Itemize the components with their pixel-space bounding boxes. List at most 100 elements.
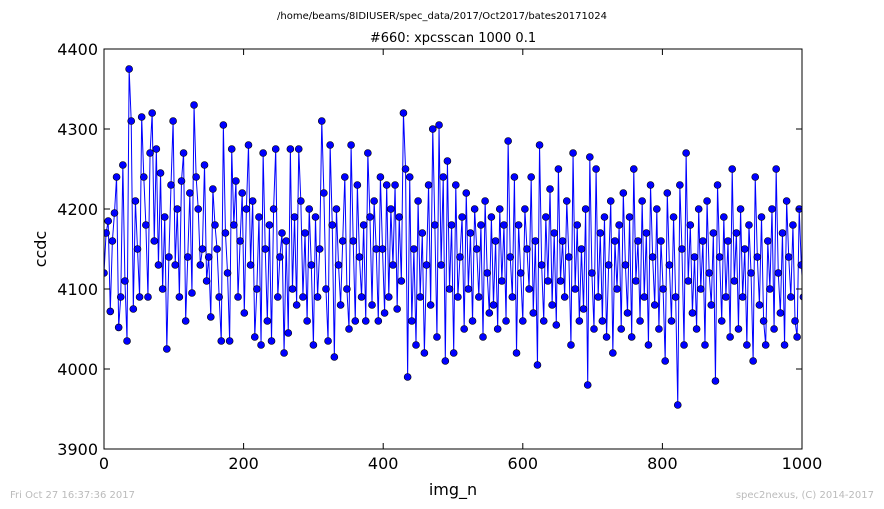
data-point — [642, 229, 651, 237]
data-point — [420, 349, 429, 357]
data-point — [466, 229, 475, 237]
data-point — [808, 270, 815, 277]
data-point — [173, 205, 182, 213]
data-point — [743, 341, 751, 349]
plot-frame — [103, 48, 803, 450]
data-point — [299, 293, 307, 301]
data-point — [389, 261, 397, 269]
x-tick-label: 600 — [508, 454, 539, 473]
data-point — [844, 302, 851, 309]
data-point — [600, 213, 609, 221]
data-point — [537, 261, 546, 269]
data-point — [646, 181, 655, 189]
data-point — [565, 253, 573, 261]
data-point — [382, 181, 391, 189]
data-point — [640, 293, 649, 301]
data-point — [579, 305, 588, 313]
data-point — [330, 353, 339, 361]
data-point — [439, 173, 448, 181]
data-point — [827, 318, 834, 325]
data-point — [734, 325, 743, 333]
data-point — [819, 278, 826, 285]
data-point — [257, 341, 265, 349]
data-point — [581, 205, 590, 213]
data-point — [736, 205, 745, 213]
y-axis-label: ccdc — [31, 231, 50, 268]
data-point — [489, 301, 498, 309]
data-point — [435, 121, 443, 129]
data-point — [303, 317, 311, 325]
data-point — [372, 245, 381, 253]
data-point — [663, 189, 672, 197]
data-point — [343, 285, 351, 293]
data-point — [552, 321, 561, 329]
data-point — [192, 173, 200, 181]
data-point — [682, 149, 690, 157]
data-point — [690, 253, 699, 261]
data-point — [692, 325, 701, 333]
data-point — [414, 197, 422, 205]
data-point — [368, 301, 376, 309]
data-point — [778, 229, 787, 237]
data-point — [121, 277, 129, 285]
data-point — [596, 229, 605, 237]
data-point — [334, 261, 343, 269]
data-point — [812, 214, 819, 221]
data-point — [759, 317, 768, 325]
data-point — [686, 221, 695, 229]
data-point — [171, 261, 179, 269]
data-point — [225, 337, 234, 345]
data-point — [177, 177, 186, 185]
data-point — [451, 181, 460, 189]
data-point — [422, 261, 431, 269]
data-point — [248, 197, 257, 205]
data-point — [671, 293, 680, 301]
data-point — [236, 237, 244, 245]
data-point — [793, 333, 801, 341]
data-point — [728, 165, 737, 173]
data-point — [673, 401, 682, 409]
data-point — [688, 309, 697, 317]
data-point — [717, 317, 726, 325]
data-point — [602, 333, 611, 341]
data-point — [634, 237, 642, 245]
data-point — [290, 213, 299, 221]
data-point — [104, 217, 112, 225]
data-point — [253, 285, 261, 293]
data-point — [219, 121, 228, 129]
data-point — [322, 285, 330, 293]
data-point — [405, 173, 414, 181]
data-point — [395, 213, 404, 221]
data-point — [594, 293, 602, 301]
data-point — [821, 370, 828, 377]
data-point — [852, 254, 859, 261]
data-point — [104, 229, 110, 237]
data-point — [280, 349, 288, 357]
data-point — [221, 229, 230, 237]
data-point — [345, 325, 353, 333]
data-point — [512, 349, 521, 357]
data-point — [854, 294, 861, 301]
data-point — [644, 341, 653, 349]
data-point — [116, 293, 125, 301]
data-point — [292, 301, 301, 309]
data-point — [810, 302, 817, 309]
data-point — [831, 294, 838, 301]
data-point — [846, 150, 853, 157]
data-point — [294, 145, 303, 153]
data-point — [713, 181, 722, 189]
data-point — [397, 277, 406, 285]
data-point — [305, 205, 314, 213]
data-point — [433, 333, 441, 341]
data-point — [387, 205, 395, 213]
data-point — [242, 205, 251, 213]
series-layer — [104, 65, 861, 409]
data-point — [144, 293, 152, 301]
data-point — [462, 189, 471, 197]
data-point — [246, 261, 255, 269]
data-point — [560, 293, 569, 301]
data-point — [458, 213, 466, 221]
data-point — [667, 317, 676, 325]
data-point — [188, 289, 196, 297]
data-point — [479, 333, 487, 341]
